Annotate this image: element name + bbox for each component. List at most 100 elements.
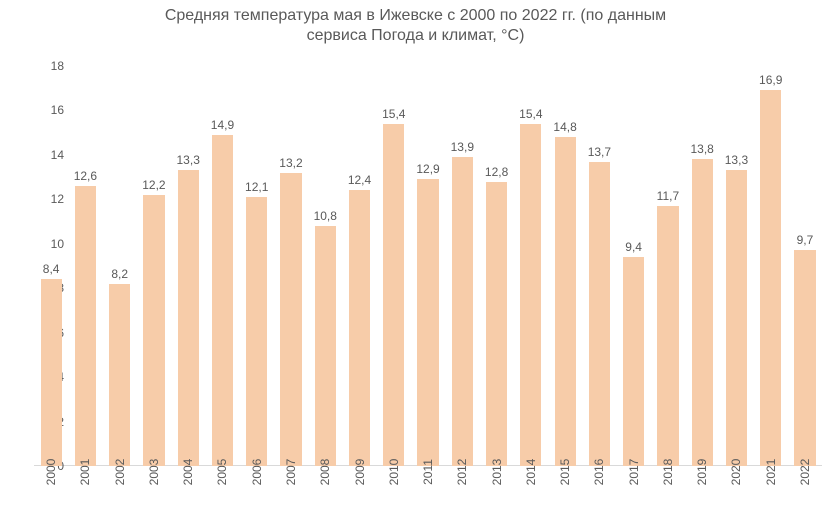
bar: 15,4 <box>383 124 404 466</box>
bar-slot: 14,9 <box>205 66 239 466</box>
bar: 13,3 <box>726 170 747 466</box>
x-tick: 2019 <box>685 466 719 520</box>
x-tick: 2005 <box>205 466 239 520</box>
bar: 14,9 <box>212 135 233 466</box>
x-tick-label: 2017 <box>627 459 641 486</box>
bars-group: 8,4 12,6 8,2 12,2 13,3 14,9 12,1 13,2 10,8 12,4 15… <box>34 66 822 466</box>
bar-value-label: 12,9 <box>416 162 439 176</box>
bar-value-label: 15,4 <box>382 107 405 121</box>
bar-slot: 8,4 <box>34 66 68 466</box>
bar-slot: 16,9 <box>754 66 788 466</box>
x-tick-label: 2003 <box>147 459 161 486</box>
bar-slot: 8,2 <box>103 66 137 466</box>
bar-value-label: 9,4 <box>625 240 642 254</box>
bar: 13,3 <box>178 170 199 466</box>
bar-slot: 13,2 <box>274 66 308 466</box>
x-tick: 2011 <box>411 466 445 520</box>
bar-value-label: 14,9 <box>211 118 234 132</box>
x-tick-label: 2016 <box>592 459 606 486</box>
bar: 13,2 <box>280 173 301 466</box>
chart-container: Средняя температура мая в Ижевске с 2000… <box>0 0 831 520</box>
bar-value-label: 13,7 <box>588 145 611 159</box>
x-tick-label: 2021 <box>764 459 778 486</box>
bar-value-label: 9,7 <box>797 233 814 247</box>
x-tick-label: 2020 <box>729 459 743 486</box>
bar-slot: 12,9 <box>411 66 445 466</box>
bar: 14,8 <box>555 137 576 466</box>
x-tick: 2002 <box>103 466 137 520</box>
bar-value-label: 13,2 <box>279 156 302 170</box>
chart-title-line1: Средняя температура мая в Ижевске с 2000… <box>40 6 791 26</box>
bar-value-label: 12,8 <box>485 165 508 179</box>
x-tick: 2008 <box>308 466 342 520</box>
bar: 10,8 <box>315 226 336 466</box>
x-tick-label: 2022 <box>798 459 812 486</box>
x-tick-label: 2012 <box>455 459 469 486</box>
bar-value-label: 12,1 <box>245 180 268 194</box>
x-tick: 2010 <box>377 466 411 520</box>
bar-value-label: 15,4 <box>519 107 542 121</box>
x-tick: 2006 <box>240 466 274 520</box>
bar-value-label: 16,9 <box>759 73 782 87</box>
bar-slot: 11,7 <box>651 66 685 466</box>
bar: 15,4 <box>520 124 541 466</box>
bar-value-label: 8,4 <box>43 262 60 276</box>
x-tick: 2012 <box>445 466 479 520</box>
x-tick-label: 2007 <box>284 459 298 486</box>
bar-slot: 13,9 <box>445 66 479 466</box>
bar-value-label: 14,8 <box>553 120 576 134</box>
bar: 12,6 <box>75 186 96 466</box>
x-tick: 2003 <box>137 466 171 520</box>
bar-slot: 12,6 <box>68 66 102 466</box>
x-tick-label: 2014 <box>524 459 538 486</box>
bar: 8,4 <box>41 279 62 466</box>
plot-area: 024681012141618 8,412,68,212,213,314,912… <box>34 66 822 466</box>
x-tick-label: 2000 <box>44 459 58 486</box>
bar-value-label: 12,6 <box>74 169 97 183</box>
bar-value-label: 11,7 <box>657 189 679 203</box>
bar: 12,2 <box>143 195 164 466</box>
bar: 12,8 <box>486 182 507 466</box>
bar-slot: 15,4 <box>514 66 548 466</box>
bar: 16,9 <box>760 90 781 466</box>
x-tick: 2017 <box>617 466 651 520</box>
bar-value-label: 12,2 <box>142 178 165 192</box>
x-tick-label: 2002 <box>113 459 127 486</box>
x-tick-label: 2010 <box>387 459 401 486</box>
x-tick-label: 2009 <box>353 459 367 486</box>
x-tick: 2000 <box>34 466 68 520</box>
x-tick: 2001 <box>68 466 102 520</box>
x-tick-label: 2013 <box>490 459 504 486</box>
bar: 9,7 <box>794 250 815 466</box>
bar-value-label: 8,2 <box>111 267 128 281</box>
bar-value-label: 13,3 <box>725 153 748 167</box>
chart-title: Средняя температура мая в Ижевске с 2000… <box>0 0 831 46</box>
x-tick: 2004 <box>171 466 205 520</box>
bar: 13,9 <box>452 157 473 466</box>
bar: 13,7 <box>589 162 610 466</box>
x-tick: 2015 <box>548 466 582 520</box>
bar-slot: 13,3 <box>719 66 753 466</box>
x-tick: 2021 <box>754 466 788 520</box>
x-tick: 2018 <box>651 466 685 520</box>
x-tick: 2020 <box>719 466 753 520</box>
x-tick-label: 2001 <box>78 459 92 486</box>
x-tick-label: 2008 <box>318 459 332 486</box>
bar-slot: 14,8 <box>548 66 582 466</box>
x-tick-label: 2018 <box>661 459 675 486</box>
x-tick-label: 2006 <box>250 459 264 486</box>
bar: 9,4 <box>623 257 644 466</box>
bar: 12,9 <box>417 179 438 466</box>
x-tick: 2009 <box>342 466 376 520</box>
bar-slot: 12,4 <box>342 66 376 466</box>
x-tick-label: 2004 <box>181 459 195 486</box>
bar-value-label: 13,8 <box>690 142 713 156</box>
bar-value-label: 12,4 <box>348 173 371 187</box>
bar-slot: 9,4 <box>617 66 651 466</box>
x-tick: 2014 <box>514 466 548 520</box>
bar-value-label: 13,9 <box>451 140 474 154</box>
bar: 11,7 <box>657 206 678 466</box>
bar-slot: 13,3 <box>171 66 205 466</box>
x-axis: 2000200120022003200420052006200720082009… <box>34 466 822 520</box>
bar-slot: 12,1 <box>240 66 274 466</box>
